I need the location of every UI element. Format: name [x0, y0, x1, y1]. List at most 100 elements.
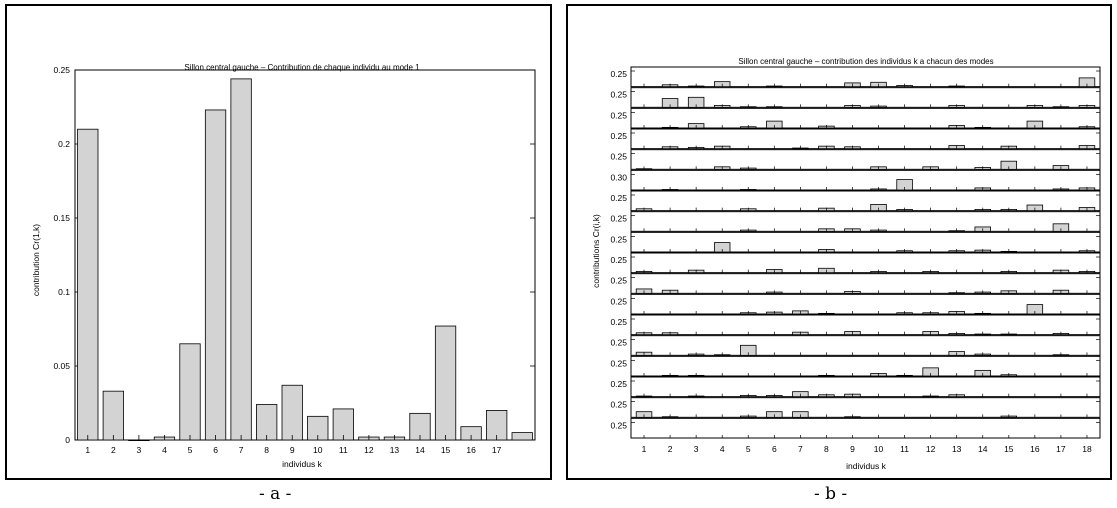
row-frame [630, 376, 1101, 398]
x-tick-label: 10 [874, 444, 884, 454]
x-tick-label: 6 [772, 444, 777, 454]
row-frame [630, 397, 1101, 418]
bar [128, 439, 150, 442]
row-y-label: 0.25 [610, 276, 627, 286]
x-tick-label: 15 [1004, 444, 1014, 454]
chart-b-title: Sillon central gauche – contribution des… [738, 57, 993, 66]
bar [179, 343, 201, 441]
row-y-label: 0.25 [610, 420, 627, 430]
x-tick-label: 11 [339, 445, 348, 455]
x-tick-label: 8 [264, 445, 269, 455]
row-frame [630, 87, 1101, 108]
bar [204, 109, 227, 441]
x-tick-label: 13 [952, 444, 962, 454]
x-tick-label: 5 [746, 444, 751, 454]
row-frame [630, 314, 1101, 336]
x-tick-label: 18 [1082, 444, 1092, 454]
row-frame [630, 190, 1101, 212]
row-y-label: 0.25 [610, 90, 627, 100]
row-frame [630, 169, 1101, 191]
y-tick-label: 0.1 [58, 287, 70, 297]
caption-b: - b - [814, 484, 848, 504]
row-y-label: 0.25 [610, 379, 627, 389]
row-y-label: 0.25 [610, 152, 627, 162]
x-tick-label: 3 [694, 444, 699, 454]
x-tick-label: 12 [364, 445, 374, 455]
y-tick-label: 0.2 [58, 139, 70, 149]
row-frame [630, 211, 1101, 232]
x-tick-label: 1 [642, 444, 647, 454]
chart-a-svg: Sillon central gauche – Contribution de … [31, 63, 536, 469]
x-tick-label: 7 [798, 444, 803, 454]
row-y-label: 0.25 [610, 338, 627, 348]
y-tick-label: 0.15 [53, 213, 70, 223]
chart-panel-a: Sillon central gauche – Contribution de … [5, 4, 552, 480]
x-tick-label: 17 [492, 445, 502, 455]
x-tick-label: 8 [824, 444, 829, 454]
row-y-label: 0.25 [610, 69, 627, 79]
x-tick-label: 1 [85, 445, 90, 455]
x-tick-label: 9 [290, 445, 295, 455]
row-frame [630, 107, 1101, 129]
bar [511, 432, 533, 441]
row-y-label: 0.30 [610, 172, 627, 182]
chart-a-title: Sillon central gauche – Contribution de … [184, 63, 420, 72]
x-tick-label: 3 [137, 445, 142, 455]
row-frame [630, 231, 1101, 253]
x-tick-label: 4 [162, 445, 167, 455]
row-y-label: 0.25 [610, 358, 627, 368]
x-tick-label: 11 [900, 444, 909, 454]
chart-b-ylabel: contributions Cr(i,k) [591, 214, 601, 288]
x-tick-label: 10 [313, 445, 323, 455]
bar [434, 325, 457, 441]
x-tick-label: 2 [668, 444, 673, 454]
bar [256, 404, 278, 441]
plot-area-frame [74, 69, 536, 441]
x-tick-label: 5 [188, 445, 193, 455]
row-y-label: 0.25 [610, 193, 627, 203]
x-tick-label: 6 [213, 445, 218, 455]
x-tick-label: 13 [390, 445, 400, 455]
chart-a-ylabel: contribution Cr(1,k) [31, 224, 41, 296]
x-tick-label: 7 [239, 445, 244, 455]
row-frame [630, 293, 1101, 315]
row-frame [630, 128, 1101, 150]
row-frame [630, 335, 1101, 356]
row-frame [630, 66, 1101, 88]
x-tick-label: 9 [850, 444, 855, 454]
bar [102, 390, 124, 441]
row-y-label: 0.25 [610, 255, 627, 265]
x-tick-label: 4 [720, 444, 725, 454]
x-tick-label: 17 [1056, 444, 1066, 454]
row-frame [630, 149, 1101, 170]
caption-a: - a - [259, 484, 292, 504]
x-tick-label: 16 [466, 445, 476, 455]
row-y-label: 0.25 [610, 214, 627, 224]
row-frame [630, 417, 1101, 439]
x-tick-label: 14 [415, 445, 425, 455]
row-y-label: 0.25 [610, 317, 627, 327]
chart-b-xlabel: individus k [846, 461, 886, 471]
chart-a-xlabel: individus k [282, 459, 322, 469]
y-tick-label: 0.05 [53, 361, 70, 371]
bar [230, 78, 252, 441]
row-frame [630, 252, 1101, 274]
row-y-label: 0.25 [610, 234, 627, 244]
row-y-label: 0.25 [610, 296, 627, 306]
x-tick-label: 2 [111, 445, 116, 455]
row-y-label: 0.25 [610, 110, 627, 120]
bar [77, 128, 99, 441]
row-y-label: 0.25 [610, 131, 627, 141]
chart-b-svg: Sillon central gauche – contribution des… [591, 57, 1101, 471]
bar [1052, 223, 1070, 232]
row-y-label: 0.25 [610, 400, 627, 410]
y-tick-label: 0 [65, 435, 70, 445]
x-tick-label: 16 [1030, 444, 1040, 454]
bar [281, 384, 303, 441]
y-tick-label: 0.25 [53, 65, 70, 75]
x-tick-label: 15 [441, 445, 451, 455]
row-frame [630, 273, 1101, 294]
x-tick-label: 14 [978, 444, 988, 454]
chart-panel-b: Sillon central gauche – contribution des… [566, 4, 1112, 480]
row-frame [630, 355, 1101, 377]
